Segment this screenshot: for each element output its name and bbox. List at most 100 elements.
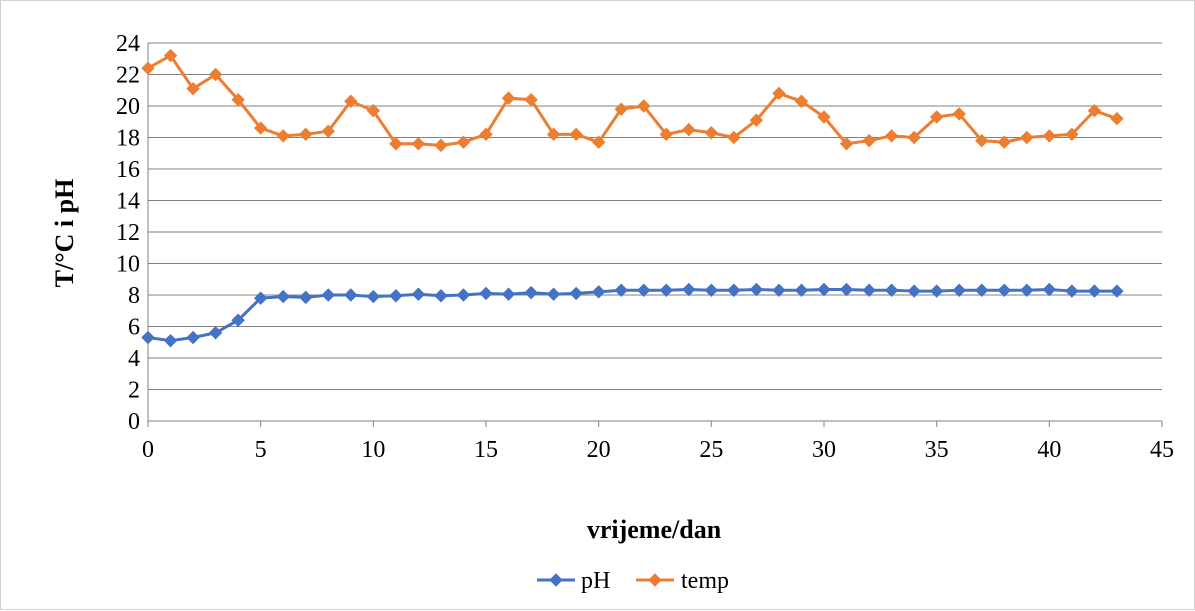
data-point-pH [1065,284,1079,298]
series-line-pH [147,287,1117,343]
data-point-pH [997,283,1011,297]
data-point-temp [141,61,155,75]
data-point-pH [186,330,200,345]
data-point-temp [231,92,245,107]
data-point-temp [817,110,831,124]
data-point-pH [862,283,876,297]
data-point-pH [637,283,651,297]
data-point-pH [884,283,899,297]
data-point-pH [434,289,448,303]
legend-item-pH: pH [537,568,610,594]
y-tick-label: 8 [128,283,140,309]
y-tick-label: 16 [116,157,140,183]
legend-marker-temp [648,573,662,587]
data-point-temp [186,81,200,96]
data-point-temp [637,99,651,113]
data-point-temp [862,133,876,148]
data-point-pH [253,291,268,305]
gridlines [148,42,1162,390]
data-point-temp [411,137,426,151]
data-point-temp [434,138,448,153]
data-point-pH [299,290,313,305]
data-point-temp [772,86,786,101]
data-point-pH [411,287,426,301]
data-point-temp [479,127,493,142]
data-point-pH [456,288,471,302]
data-point-temp [794,94,809,108]
x-tick-label: 10 [361,437,385,463]
data-point-temp [276,129,290,143]
x-axis-title: vrijeme/dan [587,515,722,544]
data-point-temp [501,91,516,105]
data-point-temp [208,67,223,82]
legend-label-temp: temp [681,568,729,594]
data-point-temp [907,130,921,145]
y-tick-label: 12 [116,220,140,246]
data-point-temp [1042,129,1057,143]
series-lines [141,48,1124,348]
data-point-pH [682,282,696,297]
data-point-temp [839,137,854,151]
data-point-pH [1110,284,1124,298]
data-point-pH [524,285,538,300]
data-point-pH [929,284,944,298]
data-point-temp [591,135,606,149]
series-line-temp [147,54,1118,147]
y-tick-label: 24 [116,31,140,57]
data-point-pH [366,289,381,304]
data-point-pH [1087,284,1102,298]
data-point-pH [817,282,831,297]
y-tick-label: 22 [116,63,140,89]
data-point-temp [546,127,561,142]
y-axis-title: T/°C i pH [50,179,79,288]
data-point-pH [975,283,989,297]
data-point-pH [952,283,966,297]
data-point-pH [839,282,854,297]
data-point-temp [659,127,673,142]
data-point-temp [1110,111,1124,126]
data-point-pH [163,333,178,348]
data-point-temp [163,48,178,63]
x-tick-label: 40 [1037,437,1061,463]
y-tick-label: 20 [116,94,140,120]
data-point-temp [614,102,628,116]
data-point-pH [141,330,155,345]
x-tick-label: 45 [1150,437,1174,463]
y-tick-label: 10 [116,252,140,278]
data-point-temp [1020,130,1034,145]
data-point-pH [208,326,223,340]
data-point-pH [591,285,606,299]
data-point-pH [727,283,741,297]
series-temp [141,48,1124,153]
series-pH [141,282,1124,348]
legend-label-pH: pH [581,568,610,594]
data-point-pH [501,287,516,301]
x-tick-label: 25 [699,437,723,463]
axes [147,43,1163,427]
data-point-pH [1020,283,1034,297]
data-point-temp [682,122,696,137]
data-point-pH [479,286,493,301]
legend-item-temp: temp [636,568,729,594]
data-point-temp [975,133,989,148]
data-point-temp [727,130,741,145]
data-point-temp [749,113,764,127]
data-point-pH [614,283,628,297]
y-tick-label: 4 [128,346,140,372]
x-tick-label: 30 [812,437,836,463]
data-point-pH [772,283,786,297]
y-tick-label: 14 [116,189,140,215]
data-point-temp [569,127,583,142]
x-tick-label: 20 [587,437,611,463]
x-tick-label: 0 [142,437,154,463]
legend: pH temp [537,568,729,594]
y-tick-label: 6 [128,315,140,341]
data-point-pH [546,287,561,301]
data-point-temp [1065,127,1079,142]
x-tick-label: 15 [474,437,498,463]
x-tick-label: 35 [925,437,949,463]
data-point-pH [907,284,921,298]
